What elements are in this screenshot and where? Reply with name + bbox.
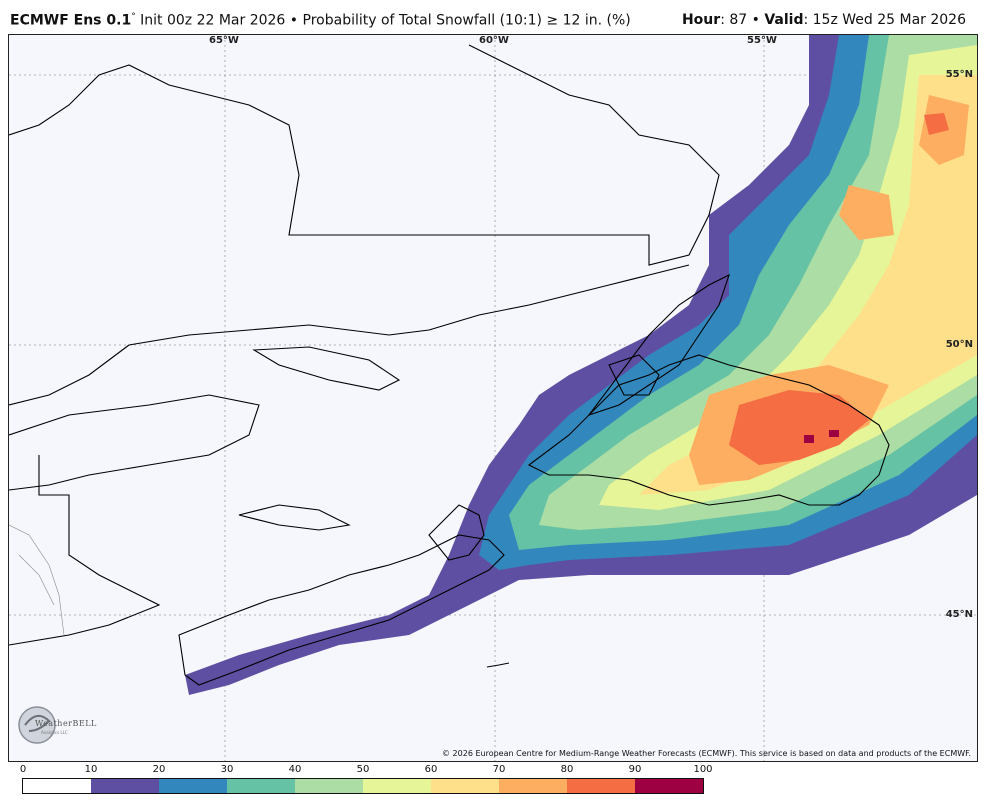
sable-island: [486, 662, 510, 668]
logo-subtext: Analytics LLC: [41, 730, 68, 735]
colorbar-bin-9: [635, 779, 703, 793]
hour-label: Hour: [681, 12, 721, 28]
colorbar-tick-label: 0: [19, 764, 27, 775]
colorbar-tick-label: 60: [424, 764, 438, 775]
anticosti-island: [252, 346, 401, 391]
map-panel: 65°W 60°W 55°W 55°N 50°N 45°N WeatherBEL…: [8, 34, 978, 762]
nova-scotia: [178, 534, 505, 686]
weatherbell-logo: WeatherBELL Analytics LLC: [15, 701, 96, 747]
lon-label-60w: 60°W: [479, 35, 509, 46]
prob-70-band: [689, 95, 969, 485]
lat-label-55n: 55°N: [945, 69, 973, 80]
colorbar-bin-6: [431, 779, 499, 793]
colorbar-bin-7: [499, 779, 567, 793]
colorbar-tick-label: 100: [693, 764, 713, 775]
lon-label-65w: 65°W: [209, 35, 239, 46]
colorbar-tick-label: 10: [84, 764, 98, 775]
colorbar-bin-3: [227, 779, 295, 793]
colorbar-bin-0: [23, 779, 91, 793]
colorbar-tick-label: 40: [288, 764, 302, 775]
lon-label-55w: 55°W: [747, 35, 777, 46]
colorbar-tick-label: 30: [220, 764, 234, 775]
valid-bullet: •: [751, 12, 760, 28]
colorbar-tick-label: 80: [560, 764, 574, 775]
prob-60-band: [639, 75, 977, 495]
model-name: ECMWF Ens 0.1: [10, 12, 132, 29]
lake-melville: [608, 354, 660, 396]
labrador-coast: [9, 44, 720, 266]
colorbar-bin-8: [567, 779, 635, 793]
colorbar-tick-label: 90: [628, 764, 642, 775]
map-svg: [9, 35, 977, 761]
new-brunswick: [9, 455, 161, 646]
title-bullet: •: [289, 12, 299, 29]
degree-mark: °: [131, 12, 136, 22]
northern-peninsula: [587, 273, 730, 417]
colorbar-bin-2: [159, 779, 227, 793]
colorbar: [22, 778, 704, 794]
init-time: Init 00z 22 Mar 2026: [140, 12, 286, 29]
map-title: ECMWF Ens 0.1° Init 00z 22 Mar 2026 • Pr…: [10, 12, 631, 29]
valid-label: Valid: [764, 12, 804, 28]
colorbar-bin-4: [295, 779, 363, 793]
coastlines: [9, 44, 890, 686]
province-borders: [9, 524, 65, 636]
quebec-shore: [9, 264, 690, 406]
product-name: Probability of Total Snowfall (10:1) ≥ 1…: [302, 12, 631, 29]
hour-value: : 87: [720, 12, 748, 28]
prob-90-band: [804, 430, 839, 443]
copyright-notice: © 2026 European Centre for Medium-Range …: [442, 749, 971, 758]
logo-text: WeatherBELL: [35, 719, 97, 728]
logo-swirl-icon: [18, 706, 56, 744]
pei: [238, 504, 351, 531]
colorbar-tick-label: 50: [356, 764, 370, 775]
valid-value: : 15z Wed 25 Mar 2026: [803, 12, 966, 28]
colorbar-tick-label: 70: [492, 764, 506, 775]
valid-time-header: Hour: 87 • Valid: 15z Wed 25 Mar 2026: [682, 12, 966, 28]
prob-80-band: [729, 113, 949, 465]
gaspe-shore: [9, 394, 260, 491]
colorbar-bin-1: [91, 779, 159, 793]
lat-label-50n: 50°N: [945, 339, 973, 350]
colorbar-tick-label: 20: [152, 764, 166, 775]
colorbar-bin-5: [363, 779, 431, 793]
newfoundland: [527, 354, 890, 506]
cape-breton: [428, 504, 485, 561]
lat-label-45n: 45°N: [945, 609, 973, 620]
snow-probability-shading: [185, 35, 977, 761]
